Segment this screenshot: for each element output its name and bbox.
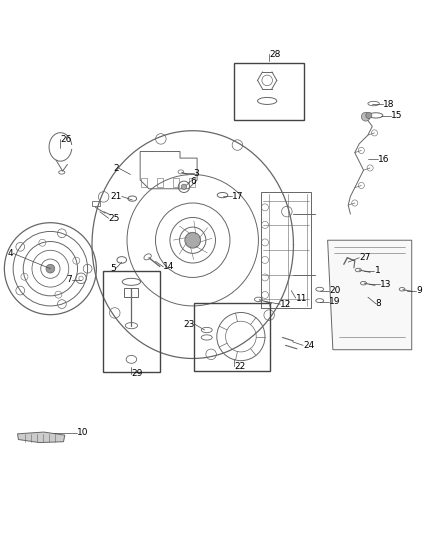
Bar — [92, 201, 100, 206]
Text: 22: 22 — [234, 362, 246, 371]
Bar — [141, 178, 147, 187]
Bar — [234, 63, 304, 120]
Text: 2: 2 — [113, 164, 119, 173]
Circle shape — [46, 264, 55, 273]
Text: 27: 27 — [359, 253, 371, 262]
Text: 25: 25 — [109, 214, 120, 223]
Text: 20: 20 — [329, 286, 341, 295]
Text: 9: 9 — [416, 286, 422, 295]
Text: 19: 19 — [329, 297, 341, 306]
Text: 24: 24 — [303, 341, 314, 350]
Text: 28: 28 — [269, 50, 281, 59]
Text: 11: 11 — [296, 294, 307, 303]
Text: 12: 12 — [280, 300, 292, 309]
Text: 17: 17 — [232, 192, 244, 201]
Bar — [124, 287, 138, 297]
Text: 5: 5 — [110, 264, 116, 273]
Text: 29: 29 — [131, 369, 143, 378]
Circle shape — [366, 112, 372, 118]
Bar — [189, 178, 195, 187]
Bar — [194, 303, 270, 370]
Circle shape — [361, 112, 370, 121]
Text: 1: 1 — [374, 266, 380, 276]
Text: 21: 21 — [110, 192, 122, 201]
Circle shape — [181, 184, 187, 189]
Text: 14: 14 — [163, 262, 175, 271]
Bar — [103, 271, 160, 372]
Polygon shape — [328, 240, 412, 350]
Text: 26: 26 — [60, 135, 72, 144]
Bar — [157, 178, 163, 187]
Text: 18: 18 — [383, 100, 395, 109]
Bar — [173, 178, 179, 187]
Bar — [261, 192, 311, 308]
Text: 13: 13 — [380, 279, 392, 288]
Text: 8: 8 — [376, 299, 381, 308]
Circle shape — [185, 232, 201, 248]
Polygon shape — [18, 432, 65, 442]
Text: 7: 7 — [67, 275, 72, 284]
Text: 6: 6 — [191, 176, 196, 185]
Text: 16: 16 — [378, 155, 389, 164]
Text: 10: 10 — [77, 429, 88, 438]
Text: 15: 15 — [391, 111, 403, 120]
Text: 4: 4 — [7, 249, 13, 258]
Text: 23: 23 — [184, 320, 195, 329]
Text: 3: 3 — [194, 169, 199, 177]
